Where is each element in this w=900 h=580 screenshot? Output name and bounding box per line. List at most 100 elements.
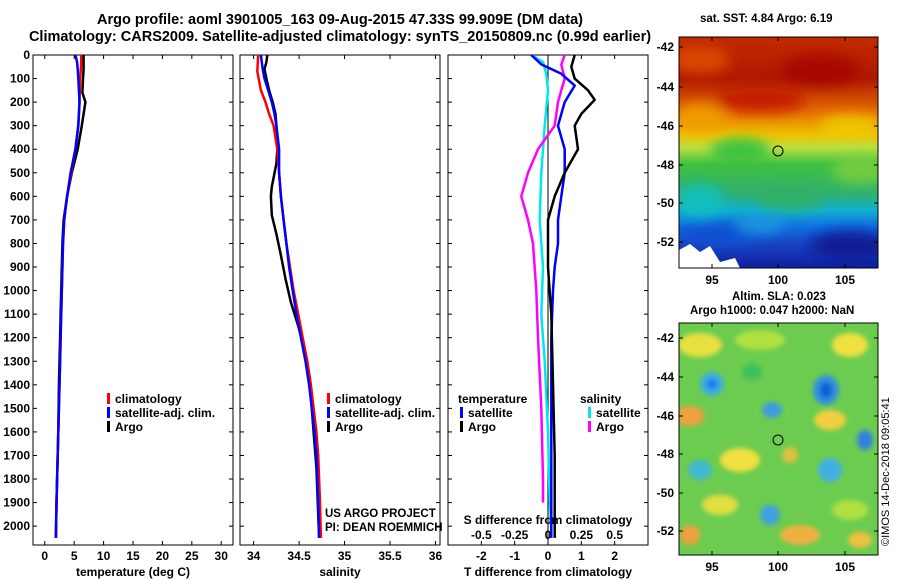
- depth-tick-label: 1800: [3, 472, 30, 486]
- legend-title-temperature: temperature: [458, 392, 528, 406]
- map-lon-label: 105: [835, 560, 855, 574]
- map-lat-label: -50: [657, 486, 675, 500]
- legend-swatch: [588, 421, 591, 432]
- map-lat-label: -44: [657, 370, 675, 384]
- sla-map: [679, 323, 878, 555]
- legend-entry: satellite: [468, 406, 513, 420]
- map-lat-label: -52: [657, 235, 675, 249]
- legend-entry: satellite-adj. clim.: [335, 406, 435, 420]
- x-tick-label: 20: [156, 549, 170, 563]
- legend-swatch: [460, 407, 463, 418]
- map-lon-label: 95: [705, 560, 719, 574]
- sla-map-subtitle: Argo h1000: 0.047 h2000: NaN: [690, 305, 855, 317]
- depth-tick-label: 100: [10, 72, 30, 86]
- argo-salinity-diff-line: [520, 54, 566, 503]
- sla-map-title: Altim. SLA: 0.023: [732, 291, 826, 303]
- map-lon-label: 95: [705, 273, 719, 287]
- sst-map-texture: [679, 46, 878, 259]
- depth-tick-label: 700: [10, 213, 30, 227]
- legend-entry: satellite: [596, 406, 641, 420]
- argo-position-marker: [772, 145, 784, 157]
- figure-title-line-2: Climatology: CARS2009. Satellite-adjuste…: [28, 29, 652, 45]
- argo-position-marker: [772, 434, 784, 446]
- x-tick-label: 15: [126, 549, 140, 563]
- s-tick-label: -0.25: [501, 528, 529, 542]
- map-lat-label: -52: [657, 524, 675, 538]
- map-lat-label: -50: [657, 196, 675, 210]
- x-tick-label: 2: [611, 549, 618, 563]
- depth-tick-label: 1600: [3, 425, 30, 439]
- figure-title-line-1: Argo profile: aoml 3901005_163 09-Aug-20…: [97, 12, 583, 28]
- x-tick-label: 0: [41, 549, 48, 563]
- x-tick-label: 5: [71, 549, 78, 563]
- depth-tick-label: 1700: [3, 448, 30, 462]
- map-lat-label: -48: [657, 158, 675, 172]
- x-axis-label: T difference from climatology: [464, 565, 632, 579]
- imos-watermark: ©IMOS 14-Dec-2018 09:05:41: [880, 397, 892, 546]
- x-tick-label: 30: [215, 549, 229, 563]
- sst-map: [679, 37, 878, 268]
- s-tick-label: 0.5: [606, 528, 623, 542]
- depth-tick-label: 900: [10, 260, 30, 274]
- sst-map-title: sat. SST: 4.84 Argo: 6.19: [700, 13, 833, 25]
- depth-tick-label: 2000: [3, 519, 30, 533]
- legend-entry: Argo: [335, 420, 363, 434]
- s-tick-label: 0.25: [570, 528, 594, 542]
- plot-frame: [32, 54, 234, 546]
- depth-tick-label: 0: [23, 48, 30, 62]
- legend-swatch: [327, 421, 330, 432]
- legend-swatch: [460, 421, 463, 432]
- legend-title-salinity: salinity: [580, 392, 622, 406]
- satellite-temperature-line: [54, 54, 81, 538]
- legend-entry: satellite-adj. clim.: [115, 406, 215, 420]
- map-lon-label: 100: [768, 273, 788, 287]
- map-lat-label: -42: [657, 331, 675, 345]
- argo-temperature-diff-line: [546, 54, 596, 538]
- x-tick-label: 10: [97, 549, 111, 563]
- map-lon-label: 100: [768, 560, 788, 574]
- x-tick-label: 1: [578, 549, 585, 563]
- depth-tick-label: 1000: [3, 284, 30, 298]
- salinity-panel: 34 34.5 35 35.5 36 salinity climatologysatelli…: [239, 54, 443, 579]
- map-lon-label: 105: [835, 273, 855, 287]
- legend-swatch: [107, 407, 110, 418]
- x-tick-label: 0: [545, 549, 552, 563]
- satellite-salinity-line: [259, 54, 321, 538]
- depth-tick-label: 1400: [3, 378, 30, 392]
- x-tick-label: -2: [476, 549, 487, 563]
- argo-temperature-line: [54, 55, 87, 538]
- depth-tick-label: 1500: [3, 401, 30, 415]
- s-tick-label: -0.5: [471, 528, 492, 542]
- legend-entry: climatology: [115, 392, 182, 406]
- legend-swatch: [107, 421, 110, 432]
- difference-panel: -2 -1 0 1 2 T difference from climatology -0.5…: [447, 53, 649, 579]
- x-axis-label: salinity: [319, 565, 361, 579]
- depth-tick-label: 500: [10, 166, 30, 180]
- credit-line: PI: DEAN ROEMMICH: [325, 522, 443, 534]
- map-lat-label: -44: [657, 80, 675, 94]
- legend-swatch: [588, 407, 591, 418]
- plot-frame: [239, 54, 441, 546]
- map-lat-label: -46: [657, 119, 675, 133]
- depth-tick-label: 1900: [3, 496, 30, 510]
- depth-tick-label: 800: [10, 236, 30, 250]
- depth-tick-label: 600: [10, 189, 30, 203]
- sst-map-land-mask: [679, 244, 740, 268]
- depth-tick-label: 200: [10, 95, 30, 109]
- legend-entry: Argo: [596, 420, 624, 434]
- legend-entry: Argo: [468, 420, 496, 434]
- x-tick-label: 34.5: [287, 549, 311, 563]
- depth-tick-label: 1300: [3, 354, 30, 368]
- credit-line: US ARGO PROJECT: [325, 508, 436, 520]
- x-tick-label: 35.5: [378, 549, 402, 563]
- satellite-salinity-diff-line: [530, 53, 553, 527]
- x-tick-label: -1: [509, 549, 520, 563]
- map-lat-label: -48: [657, 447, 675, 461]
- depth-tick-label: 400: [10, 142, 30, 156]
- map-lat-label: -46: [657, 409, 675, 423]
- sla-map-texture: [679, 330, 873, 548]
- temperature-panel: 0100200300400500600700800900100011001200…: [3, 48, 234, 579]
- depth-tick-label: 300: [10, 119, 30, 133]
- map-lat-label: -42: [657, 40, 675, 54]
